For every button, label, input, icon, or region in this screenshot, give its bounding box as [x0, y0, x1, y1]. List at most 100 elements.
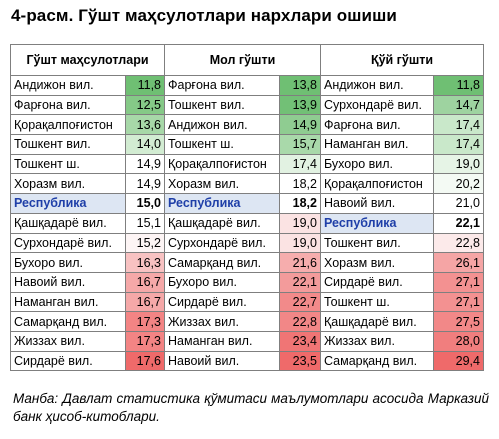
table-row: Қашқадарё вил. 15,1 Қашқадарё вил. 19,0 Респ… — [10, 212, 484, 234]
beef-value-cell: 23,5 — [279, 350, 321, 372]
table-row: Хоразм вил. 14,9 Хоразм вил. 18,2 Қорақалпоғ… — [10, 173, 484, 195]
meat-products-region-cell: Республика — [10, 193, 126, 214]
table-row: Жиззах вил. 17,3 Наманган вил. 23,4 Жиззах в… — [10, 330, 484, 352]
meat-products-region-cell: Хоразм вил. — [10, 173, 126, 195]
table-row: Наманган вил. 16,7 Сирдарё вил. 22,7 Тошкент… — [10, 291, 484, 313]
meat-products-region-cell: Навоий вил. — [10, 271, 126, 293]
mutton-value-cell: 17,4 — [433, 114, 484, 136]
mutton-region-cell: Республика — [320, 212, 434, 234]
beef-region-cell: Самарқанд вил. — [164, 252, 280, 273]
beef-value-cell: 18,2 — [279, 193, 321, 214]
beef-value-cell: 13,8 — [279, 75, 321, 96]
meat-products-region-cell: Сирдарё вил. — [10, 350, 126, 372]
table-row: Республика 15,0 Республика 18,2 Навоий вил. 2… — [10, 193, 484, 214]
beef-region-cell: Хоразм вил. — [164, 173, 280, 195]
meat-products-value-cell: 16,7 — [125, 271, 165, 293]
header-meat-products: Гўшт маҳсулотлари — [10, 44, 165, 76]
mutton-value-cell: 22,8 — [433, 232, 484, 254]
mutton-region-cell: Бухоро вил. — [320, 153, 434, 175]
source-note: Манба: Давлат статистика қўмитаси маълум… — [13, 391, 489, 424]
beef-value-cell: 15,7 — [279, 134, 321, 155]
table-row: Тошкент ш. 14,9 Қорақалпоғистон 17,4 Бухоро … — [10, 153, 484, 175]
meat-products-region-cell: Тошкент ш. — [10, 153, 126, 175]
meat-products-value-cell: 15,2 — [125, 232, 165, 254]
mutton-region-cell: Тошкент вил. — [320, 232, 434, 254]
mutton-value-cell: 19,0 — [433, 153, 484, 175]
meat-products-region-cell: Қорақалпоғистон — [10, 114, 126, 136]
meat-products-region-cell: Бухоро вил. — [10, 252, 126, 273]
beef-region-cell: Навоий вил. — [164, 350, 280, 372]
meat-products-region-cell: Тошкент вил. — [10, 134, 126, 155]
table-row: Навоий вил. 16,7 Бухоро вил. 22,1 Сирдарё ви… — [10, 271, 484, 293]
meat-products-value-cell: 12,5 — [125, 94, 165, 116]
mutton-value-cell: 27,5 — [433, 311, 484, 332]
beef-region-cell: Жиззах вил. — [164, 311, 280, 332]
meat-products-region-cell: Самарқанд вил. — [10, 311, 126, 332]
meat-products-value-cell: 13,6 — [125, 114, 165, 136]
meat-products-value-cell: 16,7 — [125, 291, 165, 313]
mutton-value-cell: 22,1 — [433, 212, 484, 234]
mutton-value-cell: 27,1 — [433, 291, 484, 313]
mutton-region-cell: Сурхондарё вил. — [320, 94, 434, 116]
mutton-value-cell: 20,2 — [433, 173, 484, 195]
meat-products-value-cell: 11,8 — [125, 75, 165, 96]
table-row: Самарқанд вил. 17,3 Жиззах вил. 22,8 Қашқада… — [10, 311, 484, 332]
beef-region-cell: Сурхондарё вил. — [164, 232, 280, 254]
mutton-region-cell: Жиззах вил. — [320, 330, 434, 352]
mutton-region-cell: Қорақалпоғистон — [320, 173, 434, 195]
mutton-region-cell: Тошкент ш. — [320, 291, 434, 313]
beef-value-cell: 13,9 — [279, 94, 321, 116]
beef-region-cell: Фарғона вил. — [164, 75, 280, 96]
table-row: Сурхондарё вил. 15,2 Сурхондарё вил. 19,0 То… — [10, 232, 484, 254]
mutton-value-cell: 21,0 — [433, 193, 484, 214]
meat-products-region-cell: Наманган вил. — [10, 291, 126, 313]
beef-value-cell: 21,6 — [279, 252, 321, 273]
beef-value-cell: 18,2 — [279, 173, 321, 195]
beef-value-cell: 14,9 — [279, 114, 321, 136]
meat-products-value-cell: 14,0 — [125, 134, 165, 155]
beef-region-cell: Тошкент ш. — [164, 134, 280, 155]
table-header-row: Гўшт маҳсулотлари Мол гўшти Қўй гўшти — [10, 44, 484, 76]
table-row: Қорақалпоғистон 13,6 Андижон вил. 14,9 Фарғо… — [10, 114, 484, 136]
beef-region-cell: Андижон вил. — [164, 114, 280, 136]
beef-region-cell: Республика — [164, 193, 280, 214]
meat-products-value-cell: 17,3 — [125, 330, 165, 352]
meat-products-value-cell: 15,0 — [125, 193, 165, 214]
mutton-value-cell: 14,7 — [433, 94, 484, 116]
table-row: Фарғона вил. 12,5 Тошкент вил. 13,9 Сурхонда… — [10, 94, 484, 116]
mutton-value-cell: 29,4 — [433, 350, 484, 372]
beef-region-cell: Наманган вил. — [164, 330, 280, 352]
figure-title: 4-расм. Гўшт маҳсулотлари нархлари ошиши — [11, 6, 397, 25]
beef-value-cell: 22,7 — [279, 291, 321, 313]
meat-products-value-cell: 17,6 — [125, 350, 165, 372]
beef-region-cell: Сирдарё вил. — [164, 291, 280, 313]
meat-products-value-cell: 15,1 — [125, 212, 165, 234]
meat-products-value-cell: 17,3 — [125, 311, 165, 332]
beef-region-cell: Бухоро вил. — [164, 271, 280, 293]
meat-products-value-cell: 14,9 — [125, 153, 165, 175]
price-table: Гўшт маҳсулотлари Мол гўшти Қўй гўшти Ан… — [10, 44, 484, 372]
meat-products-region-cell: Жиззах вил. — [10, 330, 126, 352]
mutton-value-cell: 28,0 — [433, 330, 484, 352]
beef-value-cell: 19,0 — [279, 232, 321, 254]
mutton-value-cell: 17,4 — [433, 134, 484, 155]
beef-value-cell: 22,1 — [279, 271, 321, 293]
mutton-region-cell: Сирдарё вил. — [320, 271, 434, 293]
table-row: Бухоро вил. 16,3 Самарқанд вил. 21,6 Хоразм … — [10, 252, 484, 273]
beef-region-cell: Қашқадарё вил. — [164, 212, 280, 234]
meat-products-region-cell: Қашқадарё вил. — [10, 212, 126, 234]
meat-products-value-cell: 14,9 — [125, 173, 165, 195]
meat-products-region-cell: Сурхондарё вил. — [10, 232, 126, 254]
meat-products-value-cell: 16,3 — [125, 252, 165, 273]
beef-region-cell: Тошкент вил. — [164, 94, 280, 116]
mutton-region-cell: Қашқадарё вил. — [320, 311, 434, 332]
beef-value-cell: 17,4 — [279, 153, 321, 175]
mutton-region-cell: Хоразм вил. — [320, 252, 434, 273]
table-row: Тошкент вил. 14,0 Тошкент ш. 15,7 Наманган в… — [10, 134, 484, 155]
mutton-region-cell: Самарқанд вил. — [320, 350, 434, 372]
mutton-value-cell: 11,8 — [433, 75, 484, 96]
table-row: Сирдарё вил. 17,6 Навоий вил. 23,5 Самарқанд… — [10, 350, 484, 372]
beef-region-cell: Қорақалпоғистон — [164, 153, 280, 175]
header-mutton: Қўй гўшти — [320, 44, 484, 76]
header-beef: Мол гўшти — [164, 44, 321, 76]
